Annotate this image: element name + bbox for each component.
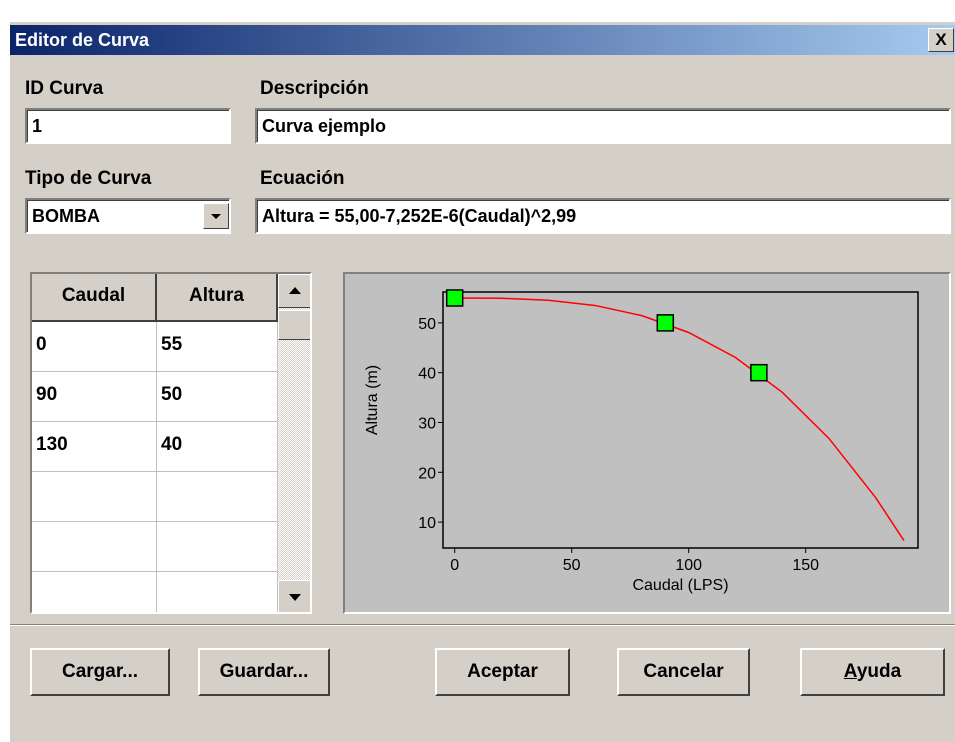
column-header: Altura: [157, 274, 278, 322]
window-title: Editor de Curva: [15, 30, 150, 50]
dropdown-button[interactable]: [203, 203, 229, 229]
table-cell[interactable]: [32, 522, 157, 572]
id-label: ID Curva: [25, 78, 104, 99]
data-point: [750, 363, 768, 382]
dropdown-arrow: [211, 214, 221, 219]
data-table: Caudal Altura 0 55 90 50 130 40: [30, 272, 312, 614]
table-cell[interactable]: [32, 572, 157, 612]
table-cell[interactable]: 40: [157, 422, 278, 472]
button-label: Aceptar: [467, 661, 538, 682]
equation-input[interactable]: Altura = 55,00-7,252E-6(Caudal)^2,99: [255, 198, 951, 234]
scroll-down[interactable]: [278, 580, 310, 612]
table-cell[interactable]: [157, 572, 278, 612]
pump-curve: [454, 297, 905, 541]
y-axis-label: Altura (m): [364, 365, 381, 435]
accept-button[interactable]: Aceptar: [435, 648, 570, 696]
cancel-button[interactable]: Cancelar: [617, 648, 750, 696]
dialog: Editor de Curva X ID Curva 1 Descripción…: [10, 22, 955, 742]
save-button[interactable]: Guardar...: [198, 648, 330, 696]
table-cell[interactable]: [157, 522, 278, 572]
column-header: Caudal: [32, 274, 157, 322]
chart-panel: 0 50 100 150 10 20 30 40 50 Caudal (LPS) Altura (m…: [343, 272, 951, 614]
button-label: Cancelar: [643, 661, 724, 682]
table-cell[interactable]: [157, 472, 278, 522]
description-label: Descripción: [260, 78, 369, 99]
table-cell[interactable]: [32, 472, 157, 522]
separator: [10, 624, 955, 626]
title-bar: Editor de Curva X: [10, 25, 955, 55]
x-tick-label: 50: [563, 557, 581, 574]
description-input[interactable]: Curva ejemplo: [255, 108, 951, 144]
scroll-thumb[interactable]: [278, 310, 310, 340]
y-tick-label: 30: [418, 415, 436, 432]
table-cell[interactable]: 0: [32, 322, 157, 372]
x-tick-label: 100: [675, 557, 702, 574]
table-cell[interactable]: 130: [32, 422, 157, 472]
plot-area: [442, 291, 919, 549]
help-button[interactable]: Ayuda: [800, 648, 945, 696]
scrollbar[interactable]: [278, 274, 310, 612]
x-tick-label: 150: [792, 557, 819, 574]
chart: 0 50 100 150 10 20 30 40 50 Caudal (LPS) Altura (m…: [364, 289, 919, 594]
data-point: [445, 289, 464, 307]
y-tick-label: 20: [418, 465, 436, 482]
y-tick-label: 50: [418, 316, 436, 333]
up-arrow: [289, 287, 301, 294]
table-cell[interactable]: 50: [157, 372, 278, 422]
y-tick-label: 40: [418, 366, 436, 383]
button-label: Guardar...: [219, 661, 309, 682]
type-combo[interactable]: BOMBA: [25, 198, 231, 234]
table-cell[interactable]: 55: [157, 322, 278, 372]
down-arrow: [289, 594, 301, 601]
scroll-up[interactable]: [278, 274, 310, 308]
type-value: BOMBA: [32, 206, 100, 226]
data-point: [656, 314, 675, 332]
x-axis-label: Caudal (LPS): [632, 577, 728, 594]
x-tick-label: 0: [450, 557, 459, 574]
close-button[interactable]: X: [928, 28, 954, 52]
equation-label: Ecuación: [260, 168, 345, 189]
table-cell[interactable]: 90: [32, 372, 157, 422]
type-label: Tipo de Curva: [25, 168, 152, 189]
id-input[interactable]: 1: [25, 108, 231, 144]
y-tick-label: 10: [418, 515, 436, 532]
button-label: Ayuda: [843, 661, 902, 682]
load-button[interactable]: Cargar...: [30, 648, 170, 696]
button-label: Cargar...: [61, 661, 139, 682]
